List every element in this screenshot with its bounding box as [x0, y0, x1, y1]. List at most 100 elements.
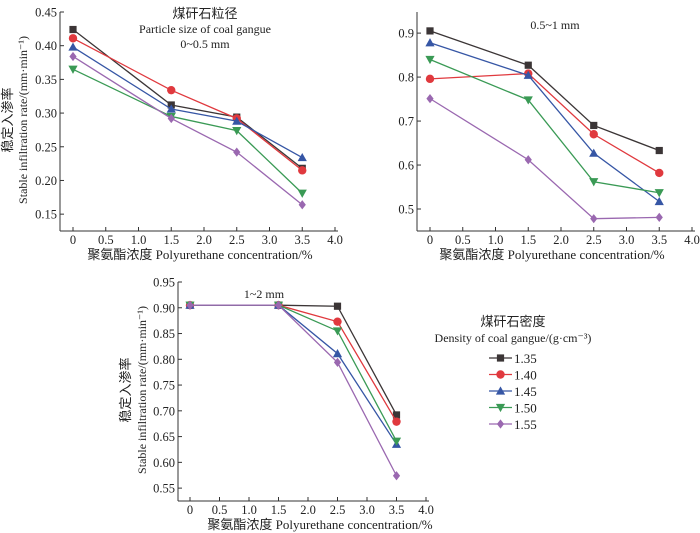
- series-line: [190, 304, 398, 442]
- x-tick-label: 0: [427, 233, 433, 247]
- x-tick-label: 2.5: [229, 233, 245, 247]
- y-axis-label-cn: 稳定入渗率: [118, 357, 133, 422]
- data-point: [655, 168, 664, 178]
- series-1.50: [425, 55, 664, 198]
- data-point: [167, 113, 175, 124]
- x-tick-label: 4.0: [327, 233, 343, 247]
- chart-panel-3: 0.55 0.60 0.65 0.70 0.75 0.80 0.85 0.90 0.95 0 0.5…: [118, 276, 434, 533]
- data-point: [654, 189, 664, 198]
- x-tick-label: 2.5: [330, 503, 346, 517]
- series-1.45: [425, 38, 664, 206]
- y-axis-label-cn: 稳定入渗率: [0, 87, 15, 152]
- y-tick-label: 0.95: [153, 276, 175, 290]
- legend-entry-1.50: 1.50: [489, 401, 537, 416]
- series-line: [429, 58, 660, 194]
- data-point: [298, 166, 307, 175]
- legend-entry-1.40: 1.40: [489, 368, 537, 383]
- x-tick-label: 3.0: [359, 503, 375, 517]
- data-point: [589, 178, 599, 187]
- data-point: [233, 147, 241, 157]
- y-tick-label: 0.5: [398, 203, 414, 217]
- y-tick-label: 0.35: [35, 73, 57, 87]
- chart-title-en: Particle size of coal gangue: [139, 22, 271, 36]
- y-tick-label: 0.7: [398, 115, 414, 129]
- y-tick-label: 0.55: [153, 482, 175, 496]
- y-tick-label: 0.45: [35, 6, 57, 20]
- series-line: [72, 29, 303, 169]
- series-1.40: [68, 34, 307, 175]
- y-tick-label: 0.65: [153, 430, 175, 444]
- series-1.40: [425, 69, 664, 178]
- y-tick-label: 0.15: [35, 208, 57, 222]
- legend-label: 1.50: [514, 401, 537, 416]
- data-point: [655, 146, 663, 155]
- series-1.35: [426, 27, 663, 155]
- x-tick-label: 0.5: [212, 503, 228, 517]
- data-point: [332, 327, 343, 336]
- x-tick-label: 3.5: [294, 233, 310, 247]
- y-tick-label: 0.80: [153, 353, 175, 367]
- chart-panel-2: 0.5 0.6 0.7 0.8 0.9 0 0.5 1.0 1.5 2.0 2.5 3.0 3.5 4.0…: [398, 12, 700, 262]
- data-point: [524, 155, 532, 165]
- x-tick-label: 2.5: [586, 233, 602, 247]
- series-1.50: [68, 65, 307, 198]
- series-1.55: [69, 51, 306, 210]
- data-point: [590, 121, 598, 130]
- chart-title: 0~0.5 mm: [180, 37, 230, 51]
- data-point: [655, 212, 663, 222]
- x-tick-label: 1.0: [241, 503, 257, 517]
- y-tick-label: 0.75: [153, 379, 175, 393]
- y-tick-label: 0.40: [35, 39, 57, 53]
- y-tick-label: 0.70: [153, 404, 175, 418]
- y-tick-label: 0.8: [398, 71, 414, 85]
- legend-label: 1.35: [514, 351, 537, 366]
- data-point: [523, 96, 533, 105]
- legend-marker: [495, 403, 506, 413]
- series-line: [190, 304, 398, 416]
- x-tick-label: 0: [70, 233, 76, 247]
- data-point: [232, 116, 242, 125]
- series-line: [429, 30, 660, 152]
- chart-panel-1: 0.15 0.20 0.25 0.30 0.35 0.40 0.45 0 0.5 1.0 1.5 2.…: [0, 6, 343, 263]
- x-tick-label: 2.0: [196, 233, 212, 247]
- x-tick-label: 0.5: [455, 233, 471, 247]
- y-tick-label: 0.9: [398, 27, 414, 41]
- x-tick-label: 1.5: [163, 233, 179, 247]
- chart-title: 0.5~1 mm: [530, 18, 580, 32]
- legend-marker: [496, 370, 505, 379]
- x-tick-label: 4.0: [684, 233, 700, 247]
- data-point: [523, 70, 533, 79]
- series-line: [429, 98, 660, 220]
- series-line: [72, 55, 303, 206]
- series-1.45: [68, 42, 307, 162]
- x-axis-label: 聚氨酯浓度 Polyurethane concentration/%: [207, 517, 432, 532]
- x-tick-label: 3.5: [389, 503, 405, 517]
- legend: 煤矸石密度 Density of coal gangue/(g·cm⁻³) 1.35…: [435, 314, 592, 432]
- data-point: [590, 214, 598, 224]
- y-tick-label: 0.30: [35, 107, 57, 121]
- data-point: [68, 42, 78, 51]
- data-point: [298, 200, 306, 210]
- x-tick-label: 3.0: [619, 233, 635, 247]
- y-tick-label: 0.20: [35, 174, 57, 188]
- series-line: [429, 42, 660, 203]
- data-point: [333, 317, 342, 326]
- data-point: [69, 25, 77, 34]
- data-point: [654, 196, 664, 206]
- series-line: [72, 46, 303, 159]
- legend-entry-1.35: 1.35: [489, 351, 537, 366]
- data-point: [425, 38, 435, 47]
- data-point: [426, 94, 434, 104]
- chart-title: 1~2 mm: [244, 287, 285, 301]
- x-tick-label: 4.0: [418, 503, 434, 517]
- x-tick-label: 2.0: [300, 503, 316, 517]
- data-point: [332, 349, 343, 358]
- series-line: [190, 304, 398, 477]
- y-axis-label: Stable infiltration rate/(mm·min⁻¹): [16, 36, 30, 204]
- x-axis-label: 聚氨酯浓度 Polyurethane concentration/%: [439, 247, 664, 262]
- legend-title-cn: 煤矸石密度: [480, 314, 545, 329]
- legend-marker: [495, 386, 506, 395]
- legend-entry-1.45: 1.45: [489, 384, 537, 399]
- x-tick-label: 2.0: [553, 233, 569, 247]
